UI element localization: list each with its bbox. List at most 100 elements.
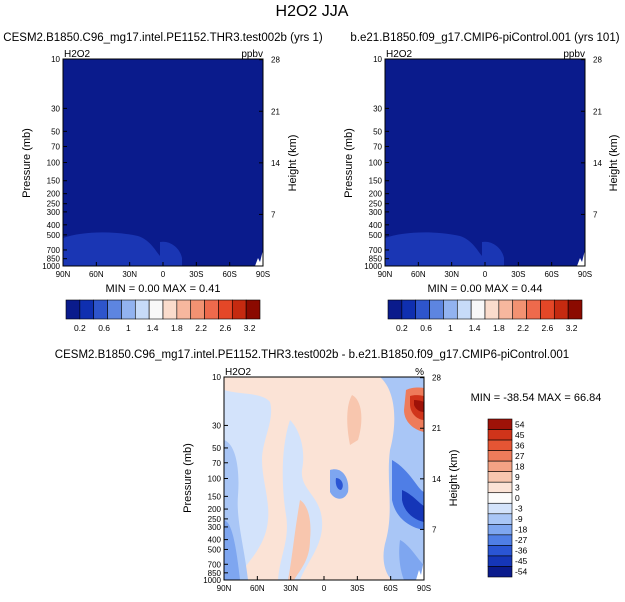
colorbar-label: -9 (515, 514, 523, 524)
y-tick-label: 30 (51, 104, 60, 113)
diff-contour-top-right-core (414, 400, 424, 412)
colorbar-label: -45 (515, 556, 528, 566)
colorbar-label: -3 (515, 504, 523, 514)
colorbar-swatch (487, 439, 513, 451)
x-tick-label: 60N (89, 270, 104, 279)
x-tick-label: 60N (411, 270, 426, 279)
colorbar-label: 9 (515, 472, 520, 482)
colorbar-label: 0.6 (420, 323, 432, 333)
y-tick-label: 50 (373, 127, 382, 136)
y-tick-label: 150 (47, 177, 61, 186)
panel-diff-ylabel: Pressure (mb) (182, 443, 194, 513)
colorbar-label: -54 (515, 567, 528, 577)
panel-1-left-label: H2O2 (64, 49, 91, 60)
colorbar-label: 3.2 (244, 323, 256, 333)
colorbar-swatch (204, 299, 219, 320)
y-tick-label: 70 (212, 459, 221, 468)
y2-tick-label: 7 (593, 210, 598, 219)
x-tick-label: 0 (483, 270, 488, 279)
x-tick-label: 90S (417, 584, 431, 593)
y-tick-label: 400 (208, 536, 222, 545)
colorbar-swatch (387, 299, 403, 320)
y-tick-label: 100 (208, 475, 222, 484)
x-tick-label: 30N (122, 270, 137, 279)
y-tick-label: 500 (369, 231, 383, 240)
colorbar-swatch (65, 299, 81, 320)
colorbar-swatch (456, 299, 472, 320)
panel-2-title: b.e21.B1850.f09_g17.CMIP6-piControl.001 … (350, 32, 619, 44)
colorbar-label: 1.8 (493, 323, 505, 333)
panel-diff-ylabel-right: Height (km) (448, 450, 460, 507)
colorbar-label: 36 (515, 440, 525, 450)
x-tick-label: 30N (283, 584, 298, 593)
y-tick-label: 300 (369, 208, 383, 217)
y-tick-label: 100 (369, 159, 383, 168)
colorbar-swatch (487, 545, 513, 557)
diff-contour-red-patch (347, 395, 362, 445)
panel-1: CESM2.B1850.C96_mg17.intel.PE1152.THR3.t… (3, 32, 323, 295)
diff-contour-right-dark (402, 490, 424, 522)
y2-tick-label: 14 (593, 159, 602, 168)
figure-title: H2O2 JJA (276, 3, 349, 20)
colorbar-label: 2.6 (541, 323, 553, 333)
colorbar-label: 1 (448, 323, 453, 333)
y-tick-label: 850 (208, 569, 222, 578)
colorbar-swatch (487, 450, 513, 462)
colorbar-swatch (79, 299, 95, 320)
colorbar-label: 1.4 (469, 323, 481, 333)
colorbar-label: -36 (515, 546, 528, 556)
colorbar-swatch (443, 299, 458, 320)
y-tick-label: 850 (47, 255, 61, 264)
panel-1-surface-contour (160, 241, 182, 266)
colorbar-label: 0 (515, 493, 520, 503)
colorbar-label: 0.2 (74, 323, 86, 333)
colorbar-swatch (512, 299, 527, 320)
y-tick-label: 1000 (203, 576, 221, 585)
panel-1-stats: MIN = 0.00 MAX = 0.41 (106, 283, 221, 295)
y-tick-label: 200 (369, 190, 383, 199)
y2-tick-label: 28 (593, 56, 602, 65)
y2-tick-label: 14 (271, 159, 280, 168)
x-tick-label: 90S (578, 270, 592, 279)
y-tick-label: 300 (208, 523, 222, 532)
y-tick-label: 50 (51, 127, 60, 136)
y2-tick-label: 7 (432, 525, 437, 534)
colorbar-label: -27 (515, 535, 528, 545)
colorbar-swatch (218, 299, 233, 320)
colorbar-label: 18 (515, 461, 525, 471)
panel-1-background (63, 59, 263, 266)
x-tick-label: 0 (322, 584, 327, 593)
x-tick-label: 60S (223, 270, 237, 279)
y-tick-label: 400 (47, 221, 61, 230)
colorbar-label: 0.6 (98, 323, 110, 333)
colorbar-swatch (487, 418, 513, 430)
colorbar-swatch (231, 299, 247, 320)
y-tick-label: 250 (208, 515, 222, 524)
colorbar-swatch (487, 534, 513, 546)
colorbar-swatch (540, 299, 555, 320)
y-tick-label: 700 (47, 246, 61, 255)
y2-tick-label: 28 (271, 56, 280, 65)
diff-contour-center-blue (278, 420, 323, 580)
panel-2-surface-contour (482, 241, 504, 266)
y-tick-label: 700 (208, 560, 222, 569)
y-tick-label: 700 (369, 246, 383, 255)
colorbar-2: 0.2 0.6 1 1.4 1.8 2.2 2.6 3.2 (387, 299, 583, 333)
colorbar-label: 2.2 (195, 323, 207, 333)
x-tick-label: 60N (250, 584, 265, 593)
colorbar-swatch (162, 299, 178, 320)
y-tick-label: 850 (369, 255, 383, 264)
colorbar-swatch (470, 299, 486, 320)
y-tick-label: 1000 (42, 262, 60, 271)
colorbar-swatch (487, 471, 513, 483)
colorbar-label: 1 (126, 323, 131, 333)
panel-diff-stats: MIN = -38.54 MAX = 66.84 (471, 392, 602, 404)
colorbar-swatch (121, 299, 136, 320)
colorbar-swatch (107, 299, 122, 320)
diff-contour-bottom-right (399, 540, 424, 580)
y-tick-label: 30 (373, 104, 382, 113)
diff-contour-mid-left (224, 520, 240, 580)
panel-diff-title: CESM2.B1850.C96_mg17.intel.PE1152.THR3.t… (55, 349, 569, 361)
colorbar-swatch (487, 555, 513, 567)
